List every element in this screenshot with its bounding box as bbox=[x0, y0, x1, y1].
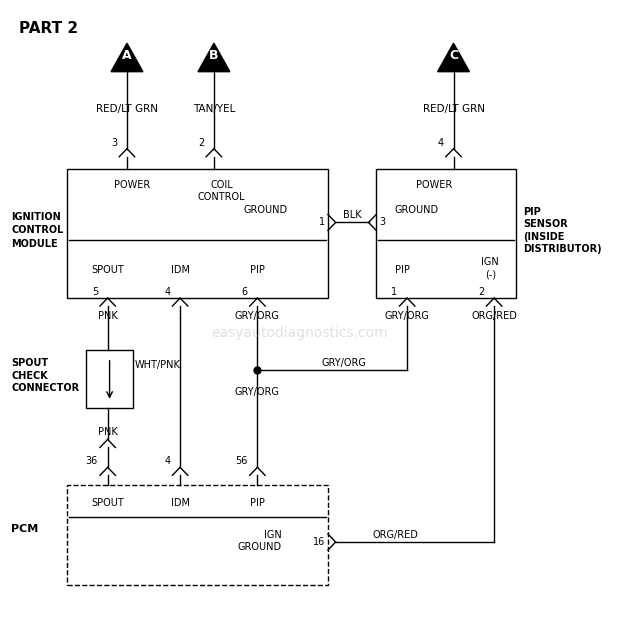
Text: WHT/PNK: WHT/PNK bbox=[134, 360, 180, 370]
Text: GROUND: GROUND bbox=[237, 542, 282, 552]
Text: 6: 6 bbox=[242, 287, 248, 297]
Text: IGNITION
CONTROL
MODULE: IGNITION CONTROL MODULE bbox=[11, 212, 64, 248]
Text: GROUND: GROUND bbox=[243, 205, 287, 216]
Text: 1: 1 bbox=[319, 218, 325, 227]
Text: POWER: POWER bbox=[416, 180, 452, 189]
Text: PIP
SENSOR
(INSIDE
DISTRIBUTOR): PIP SENSOR (INSIDE DISTRIBUTOR) bbox=[523, 207, 602, 254]
Text: (-): (-) bbox=[485, 269, 496, 279]
Bar bbox=[87, 350, 133, 408]
Text: C: C bbox=[449, 49, 458, 61]
Polygon shape bbox=[111, 44, 143, 72]
Text: 4: 4 bbox=[164, 456, 171, 467]
Text: GRY/ORG: GRY/ORG bbox=[385, 311, 430, 321]
Text: A: A bbox=[122, 49, 132, 61]
Text: PART 2: PART 2 bbox=[19, 21, 78, 36]
Text: B: B bbox=[209, 49, 219, 61]
Text: 3: 3 bbox=[379, 218, 385, 227]
Text: IDM: IDM bbox=[171, 498, 190, 508]
Text: 5: 5 bbox=[91, 287, 98, 297]
Text: RED/LT GRN: RED/LT GRN bbox=[96, 104, 158, 114]
Text: COIL: COIL bbox=[210, 180, 233, 189]
Text: GRY/ORG: GRY/ORG bbox=[235, 387, 280, 397]
Text: 1: 1 bbox=[391, 287, 397, 297]
Text: GRY/ORG: GRY/ORG bbox=[235, 311, 280, 321]
Text: IGN: IGN bbox=[481, 257, 499, 268]
Text: IDM: IDM bbox=[171, 265, 190, 275]
Text: easyautodiagnostics.com: easyautodiagnostics.com bbox=[211, 326, 388, 340]
Text: CONTROL: CONTROL bbox=[198, 191, 245, 202]
Text: PCM: PCM bbox=[11, 524, 38, 534]
Text: TAN/YEL: TAN/YEL bbox=[193, 104, 235, 114]
Text: 4: 4 bbox=[438, 138, 444, 148]
Polygon shape bbox=[438, 44, 470, 72]
Text: 56: 56 bbox=[235, 456, 248, 467]
Text: 36: 36 bbox=[86, 456, 98, 467]
Text: PIP: PIP bbox=[395, 265, 410, 275]
Text: GROUND: GROUND bbox=[395, 205, 439, 216]
Text: PNK: PNK bbox=[98, 426, 117, 436]
Text: 16: 16 bbox=[313, 537, 325, 547]
Text: ORG/RED: ORG/RED bbox=[373, 530, 418, 540]
Text: ORG/RED: ORG/RED bbox=[471, 311, 517, 321]
Bar bbox=[67, 169, 328, 298]
Text: 4: 4 bbox=[164, 287, 171, 297]
Text: RED/LT GRN: RED/LT GRN bbox=[423, 104, 485, 114]
Text: BLK: BLK bbox=[343, 211, 362, 220]
Text: 2: 2 bbox=[198, 138, 205, 148]
Text: SPOUT: SPOUT bbox=[91, 265, 124, 275]
Bar bbox=[67, 485, 328, 585]
Text: PIP: PIP bbox=[250, 265, 265, 275]
Text: GRY/ORG: GRY/ORG bbox=[322, 358, 367, 368]
Text: IGN: IGN bbox=[264, 530, 282, 540]
Text: POWER: POWER bbox=[114, 180, 150, 189]
Text: SPOUT
CHECK
CONNECTOR: SPOUT CHECK CONNECTOR bbox=[11, 358, 79, 393]
Text: PIP: PIP bbox=[250, 498, 265, 508]
Text: 2: 2 bbox=[478, 287, 485, 297]
Bar bbox=[376, 169, 516, 298]
Text: 3: 3 bbox=[111, 138, 117, 148]
Polygon shape bbox=[198, 44, 230, 72]
Text: PNK: PNK bbox=[98, 311, 117, 321]
Text: SPOUT: SPOUT bbox=[91, 498, 124, 508]
